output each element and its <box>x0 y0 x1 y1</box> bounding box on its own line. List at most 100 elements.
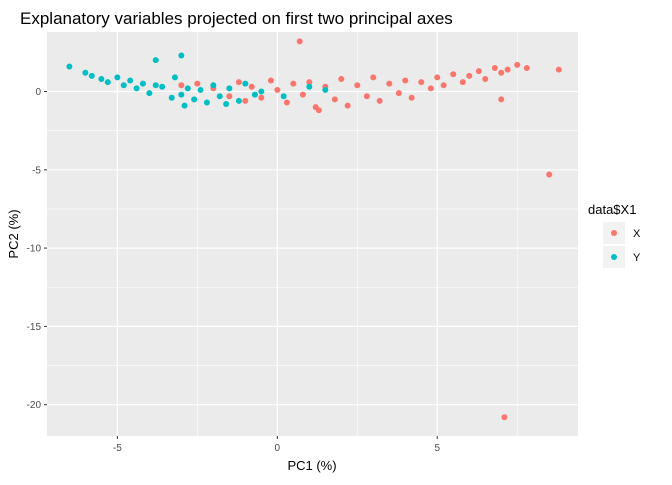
y-tick-label: -20 <box>27 400 42 411</box>
legend: data$X1 XY <box>588 202 641 268</box>
data-point <box>555 66 562 73</box>
data-point <box>299 91 306 98</box>
data-point <box>248 83 255 90</box>
data-point <box>290 80 297 87</box>
data-point <box>283 99 290 106</box>
data-point <box>475 68 482 75</box>
data-point <box>514 61 521 68</box>
legend-title: data$X1 <box>588 202 636 217</box>
legend-entries: XY <box>603 222 641 268</box>
data-point <box>523 65 530 72</box>
data-point <box>344 102 351 109</box>
data-point <box>338 75 345 82</box>
y-axis: 0 -5 -10 -15 -20 <box>27 87 47 411</box>
x-tick-label: 5 <box>434 443 440 454</box>
data-point <box>331 96 338 103</box>
data-point <box>280 93 287 100</box>
data-point <box>226 85 233 92</box>
data-point <box>152 82 159 89</box>
data-point <box>408 94 415 101</box>
data-point <box>120 82 127 89</box>
y-tick-label: -5 <box>32 165 41 176</box>
data-point <box>501 414 508 421</box>
series-x <box>178 38 562 421</box>
data-point <box>491 65 498 72</box>
data-point <box>242 97 249 104</box>
x-tick-label: 0 <box>275 443 281 454</box>
data-point <box>178 91 185 98</box>
data-point <box>184 85 191 92</box>
data-point <box>82 69 89 76</box>
data-point <box>197 86 204 93</box>
data-point <box>258 88 265 95</box>
data-point <box>235 97 242 104</box>
data-point <box>402 77 409 84</box>
data-point <box>152 57 159 64</box>
data-point <box>354 82 361 89</box>
data-point <box>267 77 274 84</box>
data-point <box>418 79 425 86</box>
minor-grid <box>47 32 578 436</box>
data-point <box>322 86 329 93</box>
data-point <box>370 74 377 81</box>
data-point <box>98 75 105 82</box>
series-y <box>66 52 329 109</box>
data-point <box>223 101 230 108</box>
data-point <box>191 96 198 103</box>
data-point <box>210 82 217 89</box>
data-point <box>88 72 95 79</box>
data-point <box>306 83 313 90</box>
data-point <box>133 85 140 92</box>
data-point <box>216 93 223 100</box>
data-point <box>171 74 178 81</box>
data-point <box>434 74 441 81</box>
legend-key-y <box>611 254 617 260</box>
chart-title: Explanatory variables projected on first… <box>20 9 453 28</box>
data-point <box>226 93 233 100</box>
data-point <box>127 77 134 84</box>
major-grid <box>47 32 578 436</box>
data-point <box>139 80 146 87</box>
data-point <box>274 86 281 93</box>
x-axis: -5 0 5 <box>113 436 440 454</box>
data-point <box>146 90 153 97</box>
data-point <box>504 66 511 73</box>
data-point <box>498 96 505 103</box>
data-point <box>466 72 473 79</box>
y-axis-label: PC2 (%) <box>6 209 21 258</box>
data-point <box>546 171 553 178</box>
data-point <box>459 79 466 86</box>
legend-label: Y <box>633 252 641 264</box>
data-point <box>315 107 322 114</box>
data-point <box>242 80 249 87</box>
data-point <box>296 38 303 45</box>
data-point <box>194 80 201 87</box>
y-tick-label: 0 <box>35 87 41 98</box>
data-point <box>181 102 188 109</box>
data-point <box>306 79 313 86</box>
data-point <box>178 52 185 59</box>
plot-panel <box>47 32 578 436</box>
legend-key-x <box>611 230 617 236</box>
data-point <box>258 94 265 101</box>
data-point <box>168 94 175 101</box>
data-point <box>427 85 434 92</box>
data-point <box>498 69 505 76</box>
data-point <box>450 71 457 78</box>
x-axis-label: PC1 (%) <box>287 458 336 473</box>
data-point <box>66 63 73 70</box>
data-point <box>482 75 489 82</box>
points-layer <box>66 38 562 421</box>
data-point <box>251 91 258 98</box>
data-point <box>104 79 111 86</box>
data-point <box>178 82 185 89</box>
data-point <box>114 74 121 81</box>
y-tick-label: -15 <box>27 322 42 333</box>
data-point <box>440 82 447 89</box>
data-point <box>386 80 393 87</box>
data-point <box>363 93 370 100</box>
legend-label: X <box>633 228 641 240</box>
data-point <box>159 83 166 90</box>
data-point <box>235 79 242 86</box>
